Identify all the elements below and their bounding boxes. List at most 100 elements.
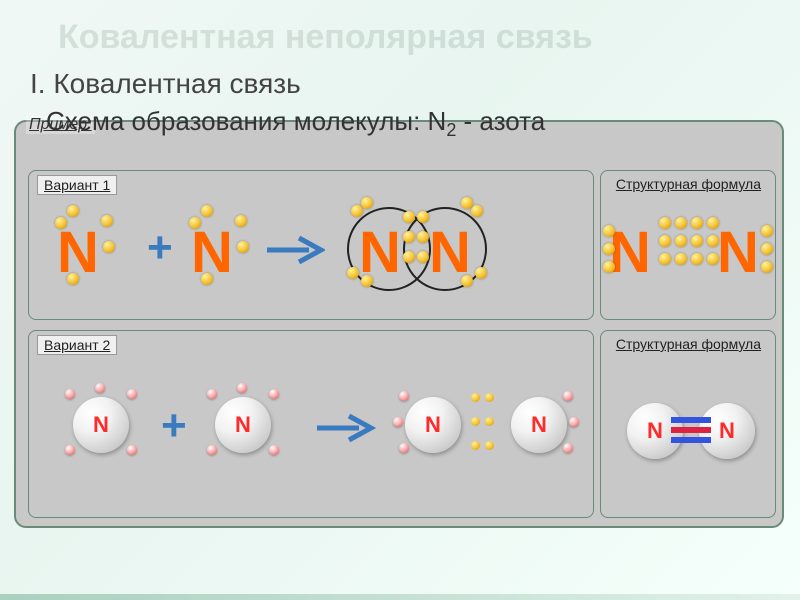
electron-icon [675, 235, 687, 247]
triple-bond-icon [671, 415, 711, 445]
plus-symbol: + [161, 401, 187, 451]
electron-icon [347, 267, 359, 279]
electron-icon [237, 241, 249, 253]
shared-electron-icon [471, 417, 480, 426]
electron-icon [603, 243, 615, 255]
electron-icon [361, 275, 373, 287]
variant2-product-atom2: N [511, 397, 567, 453]
bond-bar [671, 437, 711, 443]
electron-icon [675, 253, 687, 265]
diagram-container: Пример: Схема образования молекулы: N2 -… [14, 120, 784, 528]
electron-icon [351, 205, 363, 217]
electron-icon [417, 231, 429, 243]
panel-structural1: Структурная формула NN [600, 170, 776, 320]
shared-electron-icon [471, 441, 480, 450]
small-electron-icon [207, 389, 217, 399]
small-electron-icon [127, 389, 137, 399]
small-electron-icon [237, 383, 247, 393]
small-electron-icon [207, 445, 217, 455]
electron-icon [67, 273, 79, 285]
atom-symbol: N [425, 412, 441, 438]
small-electron-icon [393, 417, 403, 427]
arrow-icon [309, 413, 381, 443]
electron-icon [417, 211, 429, 223]
structural1-label: Структурная формула [610, 175, 767, 193]
electron-icon [659, 235, 671, 247]
structural1-n1: N [609, 219, 651, 286]
atom-symbol: N [235, 412, 251, 438]
electron-icon [101, 215, 113, 227]
electron-icon [55, 217, 67, 229]
small-electron-icon [399, 443, 409, 453]
electron-icon [603, 261, 615, 273]
plus-symbol: + [147, 223, 173, 273]
small-electron-icon [569, 417, 579, 427]
bond-bar [671, 427, 711, 433]
electron-icon [361, 197, 373, 209]
electron-icon [691, 235, 703, 247]
shared-electron-icon [485, 417, 494, 426]
scheme-caption-tail: - азота [456, 106, 545, 136]
electron-icon [761, 243, 773, 255]
small-electron-icon [269, 445, 279, 455]
electron-icon [691, 217, 703, 229]
electron-icon [403, 251, 415, 263]
shared-electron-icon [485, 393, 494, 402]
variant2-label: Вариант 2 [37, 335, 117, 355]
variant1-label: Вариант 1 [37, 175, 117, 195]
electron-icon [103, 241, 115, 253]
electron-icon [461, 197, 473, 209]
electron-icon [761, 261, 773, 273]
scheme-caption-sub: 2 [446, 120, 456, 140]
footer-accent [0, 594, 800, 600]
electron-icon [707, 217, 719, 229]
atom-symbol: N [647, 418, 663, 444]
small-electron-icon [65, 389, 75, 399]
bond-bar [671, 417, 711, 423]
small-electron-icon [95, 383, 105, 393]
electron-icon [707, 235, 719, 247]
atom-symbol: N [531, 412, 547, 438]
scheme-caption: Схема образования молекулы: N2 - азота [46, 106, 545, 141]
panel-structural2: Структурная формула N N [600, 330, 776, 518]
electron-icon [659, 217, 671, 229]
variant2-product-atom1: N [405, 397, 461, 453]
small-electron-icon [399, 391, 409, 401]
electron-icon [417, 251, 429, 263]
structural2-label: Структурная формула [610, 335, 767, 353]
structural1-n2: N [717, 219, 759, 286]
small-electron-icon [269, 389, 279, 399]
electron-icon [235, 215, 247, 227]
electron-icon [201, 205, 213, 217]
electron-icon [201, 273, 213, 285]
electron-icon [691, 253, 703, 265]
electron-icon [675, 217, 687, 229]
shared-electron-icon [485, 441, 494, 450]
electron-icon [67, 205, 79, 217]
atom-symbol: N [719, 418, 735, 444]
scheme-caption-head: Схема образования молекулы: N [46, 106, 446, 136]
electron-icon [761, 225, 773, 237]
electron-icon [707, 253, 719, 265]
electron-icon [403, 211, 415, 223]
electron-icon [471, 205, 483, 217]
electron-icon [603, 225, 615, 237]
small-electron-icon [563, 391, 573, 401]
small-electron-icon [127, 445, 137, 455]
shared-electron-icon [471, 393, 480, 402]
small-electron-icon [65, 445, 75, 455]
small-electron-icon [563, 443, 573, 453]
atom-symbol: N [93, 412, 109, 438]
panel-variant2: Вариант 2 N N + N N [28, 330, 594, 518]
arrow-icon [265, 235, 325, 265]
electron-icon [189, 217, 201, 229]
electron-icon [461, 275, 473, 287]
variant2-atom1: N [73, 397, 129, 453]
variant2-atom2: N [215, 397, 271, 453]
electron-icon [475, 267, 487, 279]
panel-variant1: Вариант 1 NN+NN [28, 170, 594, 320]
electron-icon [403, 231, 415, 243]
electron-icon [659, 253, 671, 265]
section-title: I. Ковалентная связь [30, 68, 301, 100]
background-title: Ковалентная неполярная связь [58, 18, 593, 57]
